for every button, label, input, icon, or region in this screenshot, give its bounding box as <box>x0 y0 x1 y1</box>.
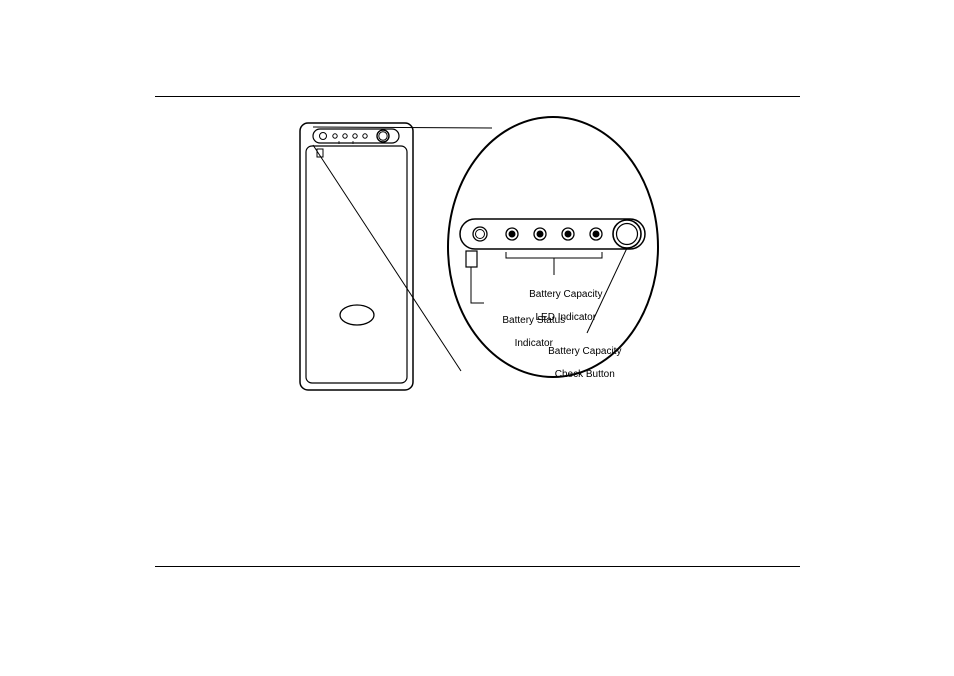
inset-led-1-inner <box>509 231 516 238</box>
device-outer <box>300 123 413 390</box>
inset-led-4-inner <box>593 231 600 238</box>
zoom-line-bottom <box>313 145 461 371</box>
bottom-rule <box>155 566 800 567</box>
device-led-2 <box>343 134 347 138</box>
label-check-button: Battery Capacity Check Button <box>532 334 632 380</box>
zoom-line-top <box>313 127 492 128</box>
top-rule <box>155 96 800 97</box>
inset-led-3-inner <box>565 231 572 238</box>
label-check-button-line1: Battery Capacity <box>548 346 621 357</box>
label-capacity-led-line1: Battery Capacity <box>529 289 602 300</box>
device-led-3 <box>353 134 357 138</box>
device-check-button-inner <box>379 132 387 140</box>
device-led-4 <box>363 134 367 138</box>
device-led-1 <box>333 134 337 138</box>
device-logo <box>340 305 374 325</box>
device-power-led <box>320 133 327 140</box>
inset-led-2-inner <box>537 231 544 238</box>
label-check-button-line2: Check Button <box>555 369 615 380</box>
label-status-line1: Battery Status <box>502 315 565 326</box>
